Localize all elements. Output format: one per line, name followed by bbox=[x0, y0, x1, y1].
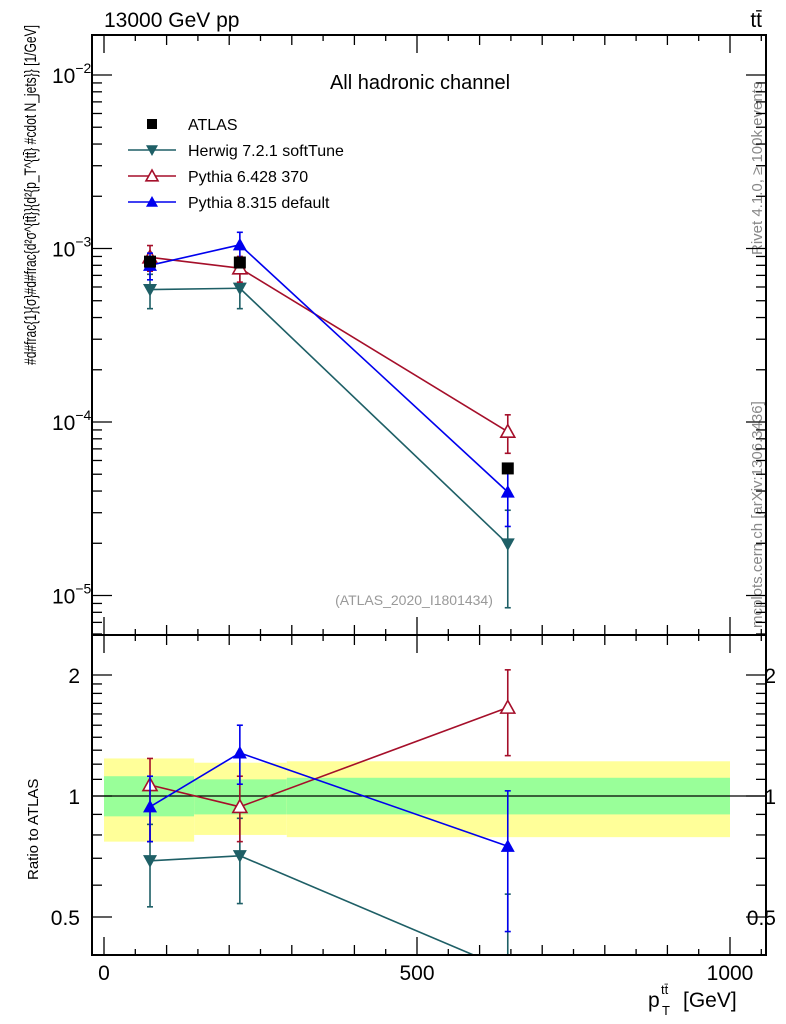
main-y-axis-label: #d#frac{1}{σ}#d#frac{d²σ^{tt̄}}{d²{p_T^{… bbox=[21, 25, 40, 365]
main-series-0-marker bbox=[144, 255, 157, 268]
legend-marker-1 bbox=[146, 145, 158, 156]
main-series-3-line bbox=[239, 244, 509, 493]
ratio-y-tick-label-left: 0.5 bbox=[51, 907, 80, 930]
legend-label-pythia8: Pythia 8.315 default bbox=[188, 195, 330, 212]
mcplots-label: mcplots.cern.ch [arXiv:1306.3436] bbox=[749, 401, 766, 628]
legend-marker-2 bbox=[144, 168, 160, 182]
x-tick-label: 0 bbox=[98, 962, 110, 985]
plot-title: All hadronic channel bbox=[330, 72, 510, 94]
ratio-y-axis-label: Ratio to ATLAS bbox=[25, 779, 42, 880]
main-series-1-line bbox=[149, 287, 240, 291]
ratio-series-1-line bbox=[149, 784, 241, 808]
main-series-1-marker bbox=[500, 538, 515, 552]
ratio-y-tick-label-right: 2 bbox=[764, 665, 776, 688]
ratio-series-1-marker bbox=[499, 698, 517, 714]
x-label-sup: tt̄ bbox=[661, 982, 669, 997]
ratio-series-0-line bbox=[239, 855, 474, 955]
ratio-series-0-marker bbox=[143, 855, 158, 868]
main-series-2-marker bbox=[499, 422, 517, 439]
main-y-tick-label: 10−2 bbox=[52, 60, 92, 88]
x-label-sub: T bbox=[662, 1003, 670, 1018]
main-series-3-marker bbox=[232, 237, 247, 251]
main-y-tick-label: 10−4 bbox=[52, 407, 92, 435]
x-tick-label: 500 bbox=[399, 962, 434, 985]
ratio-y-tick-label-left: 2 bbox=[68, 665, 80, 688]
legend-label-atlas: ATLAS bbox=[188, 117, 238, 134]
ratio-panel-data bbox=[141, 669, 517, 955]
ratio-series-2-line bbox=[149, 752, 241, 808]
main-series-0-marker bbox=[233, 256, 246, 269]
ratio-series-2-marker bbox=[232, 745, 247, 759]
ratio-series-2-marker bbox=[143, 799, 158, 813]
legend-label-herwig: Herwig 7.2.1 softTune bbox=[188, 143, 344, 160]
main-y-tick-label: 10−3 bbox=[52, 234, 92, 262]
main-panel-data bbox=[141, 231, 517, 609]
legend-marker-3 bbox=[146, 196, 158, 207]
ratio-y-tick-label-right: 0.5 bbox=[747, 907, 776, 930]
header-right: tt̄ bbox=[750, 9, 762, 32]
ratio-series-0-line bbox=[149, 854, 240, 862]
main-series-2-line bbox=[149, 256, 240, 269]
ratio-y-tick-label-right: 1 bbox=[764, 786, 776, 809]
ratio-series-2-marker bbox=[500, 839, 515, 852]
main-series-1-marker bbox=[232, 282, 247, 296]
ratio-y-tick-label-left: 1 bbox=[68, 786, 80, 809]
main-series-2-line bbox=[239, 267, 509, 433]
ratio-bands bbox=[104, 758, 730, 842]
ratio-series-0-marker bbox=[232, 850, 247, 863]
ratio-frame bbox=[91, 634, 767, 956]
main-y-tick-label: 10−5 bbox=[52, 581, 92, 609]
main-series-1-line bbox=[239, 287, 509, 545]
ratio-series-1-line bbox=[239, 706, 509, 808]
legend: ATLAS Herwig 7.2.1 softTune Pythia 6.428… bbox=[128, 117, 344, 212]
ratio-series-2-line bbox=[239, 752, 509, 847]
header-left: 13000 GeV pp bbox=[104, 9, 239, 32]
main-series-3-marker bbox=[500, 484, 515, 498]
ratio-series-1-marker bbox=[231, 798, 249, 814]
main-series-0-marker bbox=[501, 462, 514, 475]
x-axis-label: p T tt̄ [GeV] bbox=[648, 982, 737, 1018]
x-tick-label: 1000 bbox=[707, 962, 754, 985]
analysis-label: (ATLAS_2020_I1801434) bbox=[335, 592, 493, 608]
rivet-label: Rivet 4.1.0, ≥ 100k events bbox=[749, 82, 766, 255]
main-series-3-line bbox=[149, 244, 241, 267]
legend-label-pythia6: Pythia 6.428 370 bbox=[188, 169, 308, 186]
legend-marker-0 bbox=[147, 119, 157, 129]
main-series-1-marker bbox=[143, 283, 158, 297]
x-label-p: p bbox=[648, 989, 660, 1012]
x-label-unit: [GeV] bbox=[683, 989, 737, 1012]
